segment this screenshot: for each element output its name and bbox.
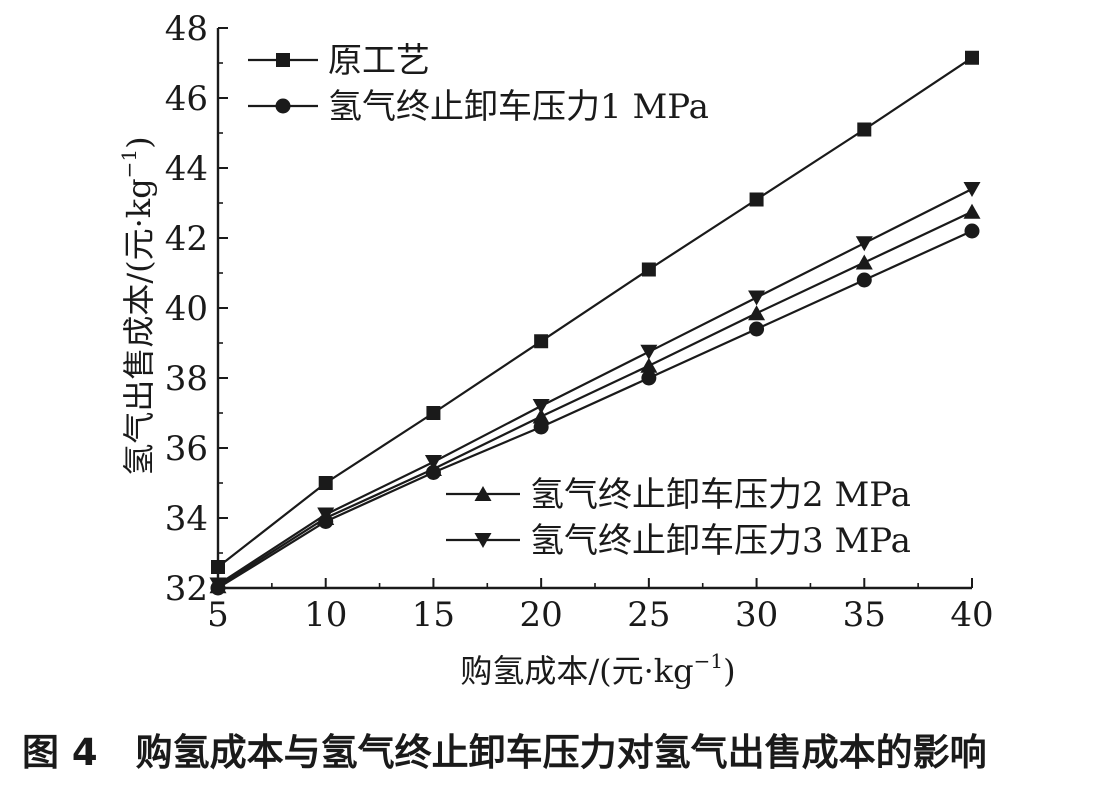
data-point bbox=[857, 122, 872, 137]
data-point bbox=[640, 344, 658, 360]
legend-marker bbox=[474, 533, 492, 548]
legend-label: 氢气终止卸车压力3 MPa bbox=[530, 521, 911, 561]
x-tick-label: 25 bbox=[627, 595, 670, 635]
x-tick-label: 40 bbox=[950, 595, 993, 635]
data-point bbox=[532, 399, 550, 414]
data-point bbox=[424, 455, 442, 470]
axis-ticks: 5 10 15 20 25 30 35 40 32 34 36 38 40 42 44 46 48 bbox=[165, 9, 994, 635]
y-tick-label: 38 bbox=[165, 359, 208, 399]
series-4 bbox=[209, 182, 981, 593]
series-line bbox=[217, 56, 973, 568]
data-point bbox=[964, 223, 980, 239]
series-line bbox=[217, 210, 973, 588]
series-1 bbox=[211, 50, 979, 574]
legend-entry-1: 原工艺 bbox=[248, 41, 430, 81]
series-line bbox=[217, 229, 973, 589]
x-tick-label: 10 bbox=[304, 595, 347, 635]
line-chart: 5 10 15 20 25 30 35 40 32 34 36 38 40 42 44 46 48 原工艺氢气终… bbox=[117, 9, 994, 690]
data-point bbox=[748, 305, 766, 321]
data-point bbox=[855, 236, 873, 252]
data-point bbox=[963, 182, 981, 197]
data-point bbox=[317, 507, 335, 523]
data-point bbox=[209, 577, 227, 593]
data-point bbox=[426, 406, 441, 420]
data-point bbox=[640, 357, 658, 373]
x-tick-label: 15 bbox=[412, 595, 455, 635]
data-point bbox=[856, 272, 872, 288]
legend-entry-4: 氢气终止卸车压力3 MPa bbox=[446, 521, 911, 561]
figure-caption: 图 4 购氢成本与氢气终止卸车压力对氢气出售成本的影响 bbox=[22, 722, 1102, 776]
data-point bbox=[534, 334, 549, 349]
data-point bbox=[963, 203, 981, 219]
legend-marker bbox=[276, 53, 290, 67]
y-tick-label: 34 bbox=[165, 499, 208, 539]
figure-caption-text: 购氢成本与氢气终止卸车压力对氢气出售成本的影响 bbox=[135, 731, 987, 774]
data-point bbox=[749, 321, 765, 337]
y-tick-label: 44 bbox=[165, 149, 208, 189]
x-axis-label-superscript: −1 bbox=[694, 649, 723, 673]
data-point bbox=[855, 254, 873, 270]
y-axis-label-superscript: −1 bbox=[117, 149, 141, 178]
y-tick-label: 36 bbox=[165, 429, 208, 469]
data-point bbox=[641, 370, 657, 386]
y-axis-label: 氢气出售成本/(元·kg−1) bbox=[117, 136, 158, 475]
y-tick-label: 32 bbox=[165, 569, 208, 609]
y-tick-label: 48 bbox=[165, 9, 208, 49]
y-tick-label: 40 bbox=[165, 289, 208, 329]
data-point bbox=[748, 290, 766, 306]
legend-marker bbox=[275, 98, 291, 114]
data-point bbox=[532, 408, 550, 424]
data-point bbox=[749, 192, 764, 207]
series-layer bbox=[209, 50, 981, 596]
legend-entry-3: 氢气终止卸车压力2 MPa bbox=[446, 475, 911, 515]
y-tick-label: 42 bbox=[165, 219, 208, 259]
legend-entry-2: 氢气终止卸车压力1 MPa bbox=[248, 87, 709, 127]
legend-marker bbox=[474, 486, 492, 501]
data-point bbox=[318, 476, 333, 490]
legend-label: 氢气终止卸车压力1 MPa bbox=[328, 87, 709, 127]
x-tick-label: 20 bbox=[520, 595, 563, 635]
data-point bbox=[211, 560, 225, 574]
legend-label: 氢气终止卸车压力2 MPa bbox=[530, 475, 911, 515]
x-axis-label: 购氢成本/(元·kg−1) bbox=[460, 649, 735, 690]
data-point bbox=[965, 50, 979, 65]
data-point bbox=[641, 262, 656, 277]
figure-number: 图 4 bbox=[22, 731, 98, 774]
x-tick-label: 30 bbox=[735, 595, 778, 635]
y-tick-label: 46 bbox=[165, 79, 208, 119]
x-tick-label: 5 bbox=[207, 595, 229, 635]
x-tick-label: 35 bbox=[843, 595, 886, 635]
legend-label: 原工艺 bbox=[328, 41, 430, 81]
series-line bbox=[217, 188, 973, 586]
